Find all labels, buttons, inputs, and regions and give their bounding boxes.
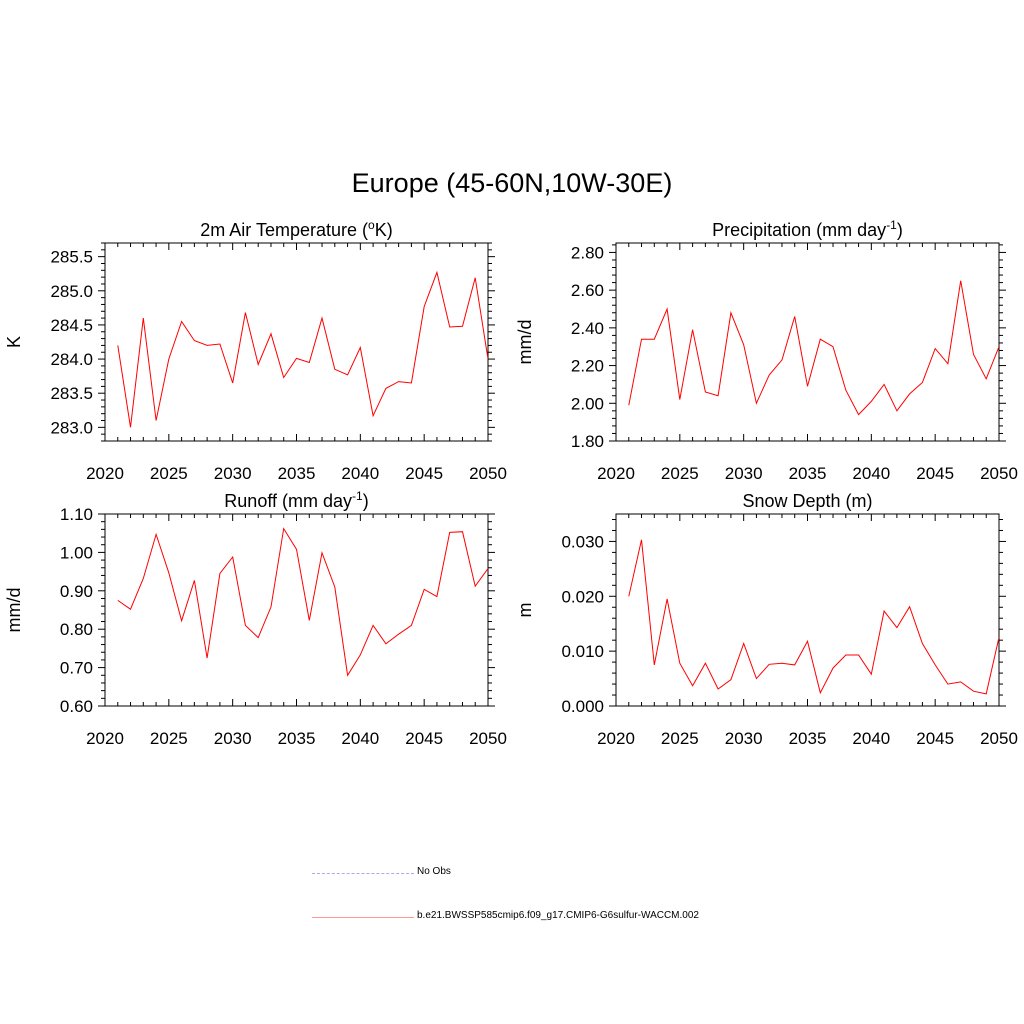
x-tick-label: 2045 (916, 464, 954, 483)
y-tick-label: 285.5 (50, 248, 93, 267)
y-tick-label: 0.020 (561, 587, 604, 606)
y-tick-label: 283.0 (50, 418, 93, 437)
x-tick-label: 2035 (789, 464, 827, 483)
x-tick-label: 2045 (405, 729, 443, 748)
plot-frame (615, 513, 1000, 707)
y-tick-label: 2.80 (571, 243, 604, 262)
legend-label-obs: No Obs (417, 866, 451, 877)
y-tick-label: 2.40 (571, 319, 604, 338)
y-axis-label: mm/d (515, 320, 535, 365)
y-tick-label: 0.010 (561, 642, 604, 661)
y-tick-label: 2.20 (571, 357, 604, 376)
x-tick-label: 2025 (661, 464, 699, 483)
x-tick-label: 2035 (278, 464, 316, 483)
panel-runoff: 2020 2025 2030 2035 2040 2045 2050 0.60 0.70 0.80… (4, 489, 507, 748)
y-tick-label: 0.90 (60, 582, 93, 601)
panel-title: Snow Depth (m) (742, 491, 872, 511)
x-tick-label: 2025 (661, 729, 699, 748)
plot-frame (104, 242, 489, 442)
panel-title-main: 2m Air Temperature ( (200, 220, 368, 240)
legend-swatch-model (312, 917, 414, 918)
y-tick-label: 284.5 (50, 316, 93, 335)
series-line (117, 270, 488, 428)
x-tick-label: 2035 (278, 729, 316, 748)
panel-temperature: 2020 2025 2030 2035 2040 2045 2050 283.0 283.5 28… (4, 218, 507, 483)
x-tick-label: 2050 (469, 729, 507, 748)
y-tick-label: 0.60 (60, 697, 93, 716)
x-tick-label: 2040 (341, 729, 379, 748)
x-tick-label: 2030 (214, 464, 252, 483)
legend-swatch-obs (312, 873, 414, 874)
panel-title-superscript: -1 (352, 489, 363, 503)
x-tick-label: 2020 (597, 464, 635, 483)
y-axis-label: mm/d (4, 588, 24, 633)
panel-title-superscript: o (368, 218, 375, 232)
main-title: Europe (45-60N,10W-30E) (351, 168, 673, 198)
y-tick-label: 1.00 (60, 543, 93, 562)
x-tick-label: 2050 (469, 464, 507, 483)
panel-title-end: ) (363, 491, 369, 511)
y-tick-label: 2.00 (571, 394, 604, 413)
x-tick-label: 2025 (150, 729, 188, 748)
x-tick-label: 2045 (405, 464, 443, 483)
panel-title: Precipitation (mm day-1) (712, 218, 903, 240)
panel-title-main: Precipitation (mm day (712, 220, 886, 240)
y-tick-label: 1.80 (571, 432, 604, 451)
y-tick-label: 2.60 (571, 281, 604, 300)
plot-frame (615, 242, 1000, 442)
series-line (117, 527, 488, 677)
y-tick-label: 0.030 (561, 532, 604, 551)
panel-title: Runoff (mm day-1) (224, 489, 368, 511)
x-tick-label: 2045 (916, 729, 954, 748)
y-tick-label: 0.000 (561, 697, 604, 716)
plot-frame (104, 513, 489, 707)
x-tick-label: 2030 (725, 729, 763, 748)
panel-precipitation: 2020 2025 2030 2035 2040 2045 2050 1.80 2.00 2.20… (515, 218, 1018, 483)
panel-title-main: Snow Depth (m) (742, 491, 872, 511)
y-tick-label: 0.70 (60, 659, 93, 678)
x-tick-label: 2025 (150, 464, 188, 483)
panel-title-main: Runoff (mm day (224, 491, 352, 511)
y-axis-label: m (515, 603, 535, 618)
series-line (628, 539, 999, 695)
y-tick-label: 1.10 (60, 505, 93, 524)
y-axis-label: K (4, 336, 24, 348)
y-tick-label: 285.0 (50, 282, 93, 301)
x-tick-label: 2050 (980, 729, 1018, 748)
panel-title-superscript: -1 (886, 218, 897, 232)
x-tick-label: 2040 (852, 729, 890, 748)
legend-label-model: b.e21.BWSSP585cmip6.f09_g17.CMIP6-G6sulf… (417, 910, 699, 921)
panel-title: 2m Air Temperature (oK) (200, 218, 392, 240)
y-tick-label: 283.5 (50, 384, 93, 403)
x-tick-label: 2020 (597, 729, 635, 748)
x-tick-label: 2030 (725, 464, 763, 483)
x-tick-label: 2030 (214, 729, 252, 748)
x-tick-label: 2020 (86, 464, 124, 483)
x-tick-label: 2050 (980, 464, 1018, 483)
panel-snow-depth: 2020 2025 2030 2035 2040 2045 2050 0.000 0.010 0.… (515, 491, 1018, 748)
x-tick-label: 2020 (86, 729, 124, 748)
series-line (628, 280, 999, 416)
y-tick-label: 284.0 (50, 350, 93, 369)
panel-title-end: K) (375, 220, 393, 240)
x-tick-label: 2040 (341, 464, 379, 483)
x-tick-label: 2040 (852, 464, 890, 483)
y-tick-label: 0.80 (60, 620, 93, 639)
x-tick-label: 2035 (789, 729, 827, 748)
panel-title-end: ) (897, 220, 903, 240)
